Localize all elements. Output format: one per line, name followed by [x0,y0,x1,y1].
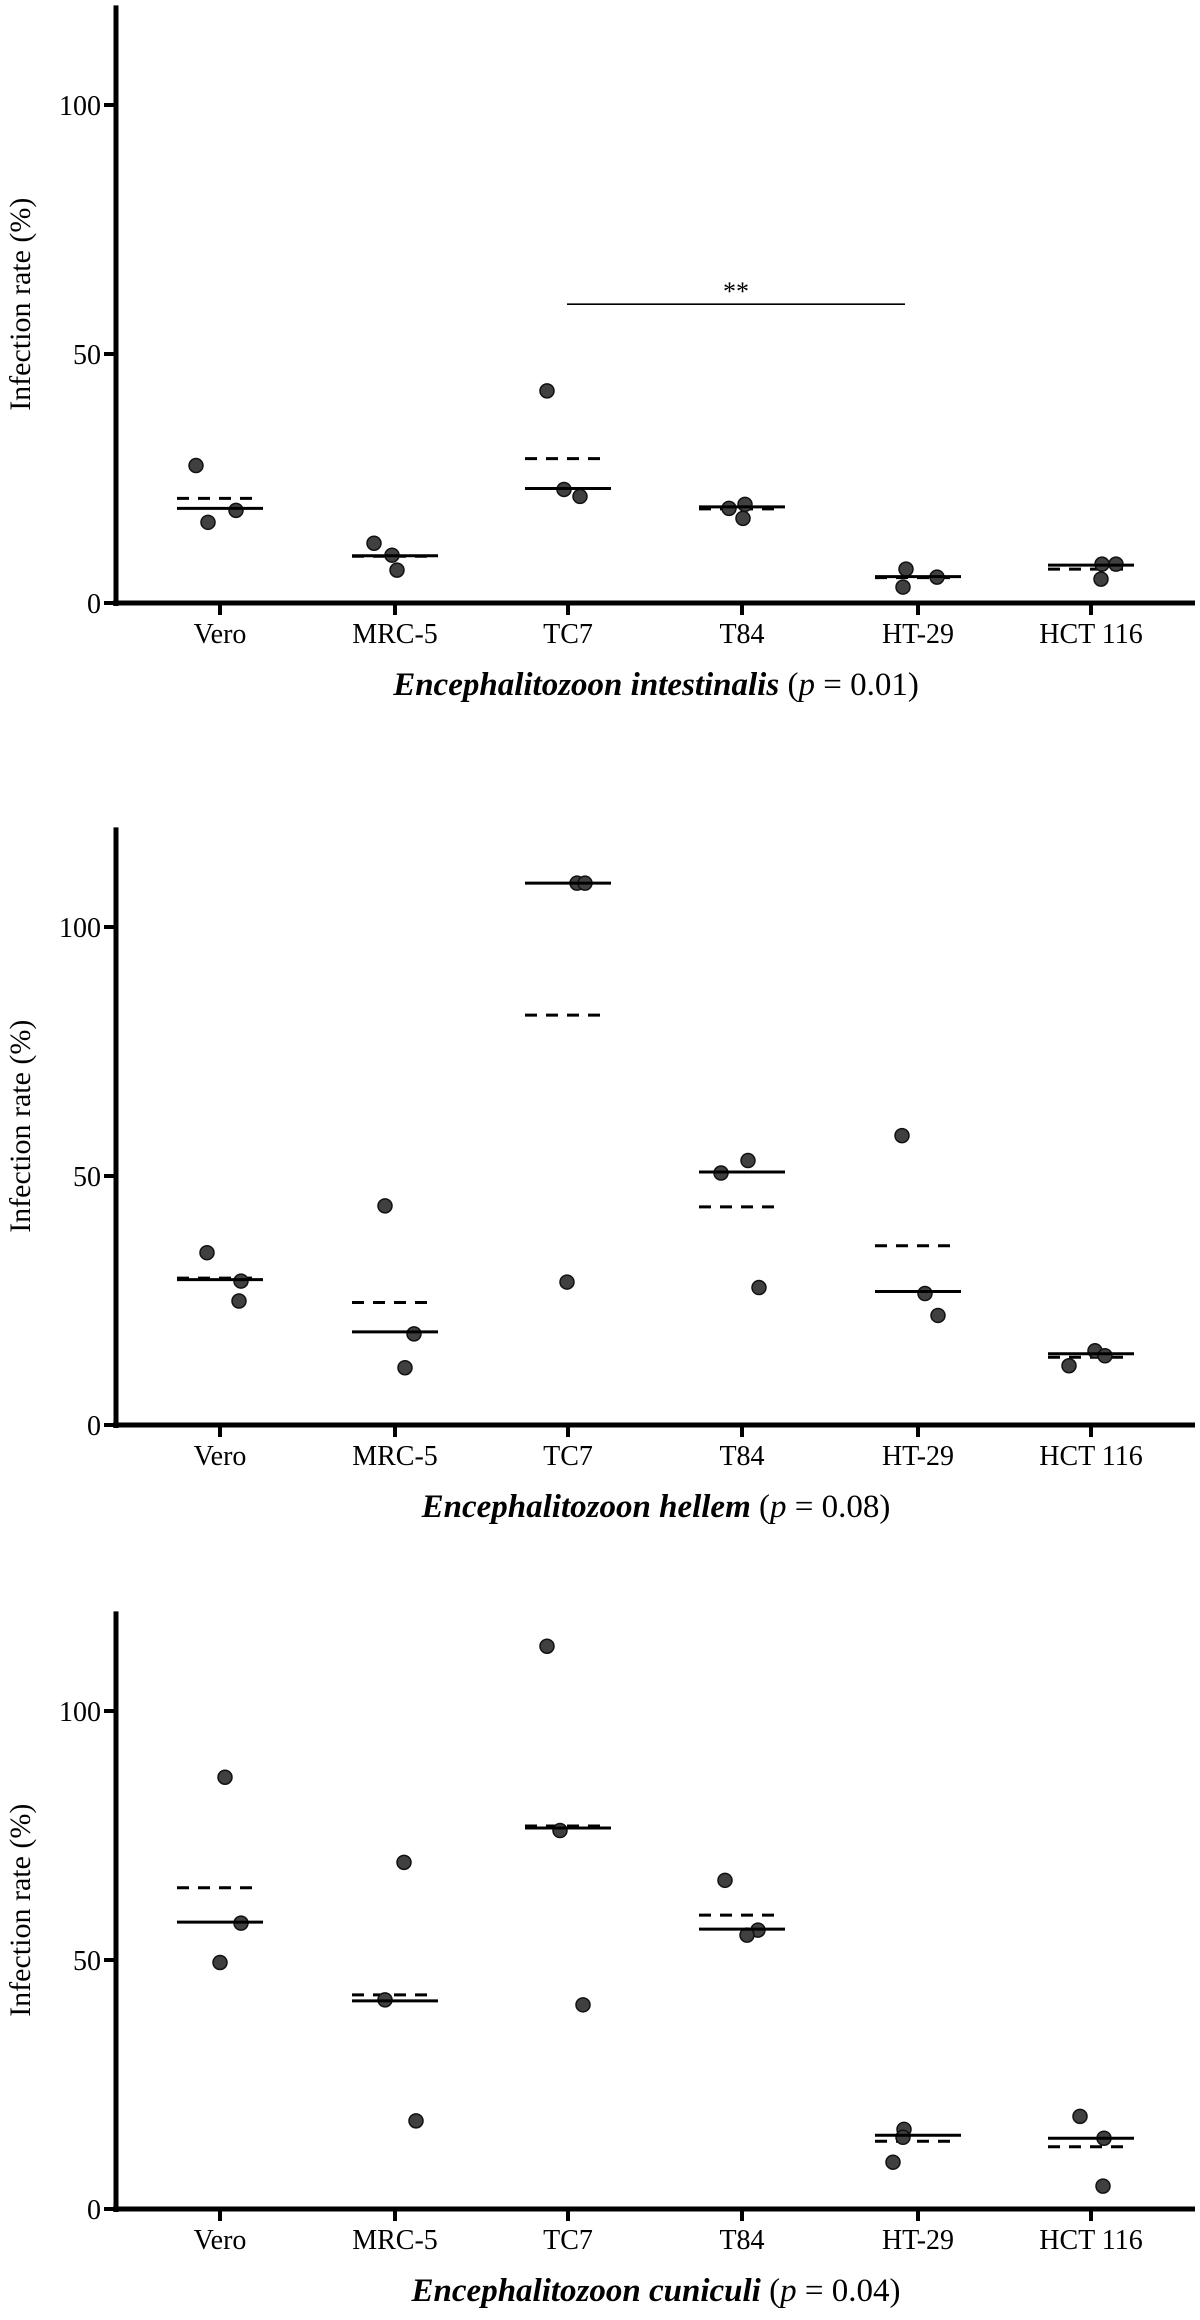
data-point [559,1274,575,1290]
x-tick-label: HT-29 [882,2225,954,2256]
data-point [212,1954,228,1971]
data-point [406,1326,422,1342]
panel-2: 0 50 100 Infection rate (%) Vero MRC-5 TC7 T84 H… [4,827,1195,1525]
data-point [200,514,216,531]
y-tick-label: 50 [73,1946,101,1977]
data-point [408,2113,424,2129]
data-point [735,510,751,527]
species-name: Encephalitozoon intestinalis [392,667,779,703]
x-tick-label: T84 [719,1441,764,1472]
y-tick-label: 100 [59,1697,101,1728]
data-point [397,1359,413,1376]
data-point [228,502,244,519]
data-point [717,1872,733,1889]
data-point [894,1127,910,1144]
x-tick-label: MRC-5 [352,2225,438,2256]
data-point [1097,1348,1113,1364]
data-point [740,1152,756,1169]
data-point [539,383,555,399]
data-point [1095,2178,1111,2194]
p-symbol: p [768,1489,787,1525]
significance-label: ** [723,277,749,306]
x-tick-label: T84 [719,619,764,650]
x-tick-label: TC7 [543,619,593,650]
data-point [895,579,911,595]
data-point [898,561,914,577]
p-open: ( [751,1489,770,1525]
x-tick-label: HT-29 [882,619,954,650]
p-symbol: p [778,2273,797,2309]
x-tick-label: MRC-5 [352,1441,438,1472]
species-name: Encephalitozoon hellem [421,1489,751,1525]
data-point [1072,2108,1088,2125]
panel-1: 0 50 100 Infection rate (%) Vero MRC-5 TC7 T84 H… [4,5,1195,703]
data-point [575,1997,591,2013]
data-point [1093,571,1109,587]
data-point [552,1822,568,1839]
data-point [737,496,753,513]
data-point [377,1198,393,1214]
data-point [199,1244,215,1261]
y-axis-title: Infection rate (%) [4,1804,37,2017]
data-point [572,488,588,505]
panel-title: Encephalitozoon intestinalis (p = 0.01) [392,667,919,703]
panel-3: 0 50 100 Infection rate (%) Vero MRC-5 TC7 T84 H… [4,1611,1195,2309]
y-tick-label: 0 [87,2195,101,2226]
data-point [895,2129,911,2146]
p-open: ( [779,667,798,703]
x-tick-label: TC7 [543,1441,593,1472]
data-point [231,1293,247,1309]
data-point [930,1307,946,1324]
data-point [396,1854,412,1871]
y-axis-title: Infection rate (%) [4,198,37,411]
species-name: Encephalitozoon cuniculi [411,2273,762,2309]
panel-title: Encephalitozoon hellem (p = 0.08) [421,1489,891,1525]
y-tick-label: 50 [73,1162,101,1193]
x-tick-label: TC7 [543,2225,593,2256]
data-point [1061,1357,1077,1374]
y-tick-label: 50 [73,340,101,371]
data-point [885,2154,901,2170]
data-point [188,457,204,474]
data-point [389,562,405,578]
data-point [917,1285,933,1302]
p-symbol: p [796,667,815,703]
y-tick-label: 0 [87,589,101,620]
x-tick-label: Vero [194,619,247,650]
x-tick-label: HT-29 [882,1441,954,1472]
y-axis-title: Infection rate (%) [4,1020,37,1233]
data-point [539,1638,555,1655]
p-value: = 0.08) [787,1489,891,1525]
y-tick-label: 0 [87,1411,101,1442]
y-tick-label: 100 [59,91,101,122]
data-point [217,1769,233,1785]
y-tick-label: 100 [59,913,101,944]
panel-title: Encephalitozoon cuniculi (p = 0.04) [411,2273,901,2309]
x-tick-label: Vero [194,1441,247,1472]
p-open: ( [761,2273,780,2309]
data-point [366,535,382,551]
x-tick-label: Vero [194,2225,247,2256]
x-tick-label: MRC-5 [352,619,438,650]
x-tick-label: T84 [719,2225,764,2256]
x-tick-label: HCT 116 [1039,1441,1142,1472]
p-value: = 0.01) [815,667,919,703]
p-value: = 0.04) [797,2273,901,2309]
x-tick-label: HCT 116 [1039,2225,1142,2256]
data-point [751,1279,767,1296]
x-tick-label: HCT 116 [1039,619,1142,650]
